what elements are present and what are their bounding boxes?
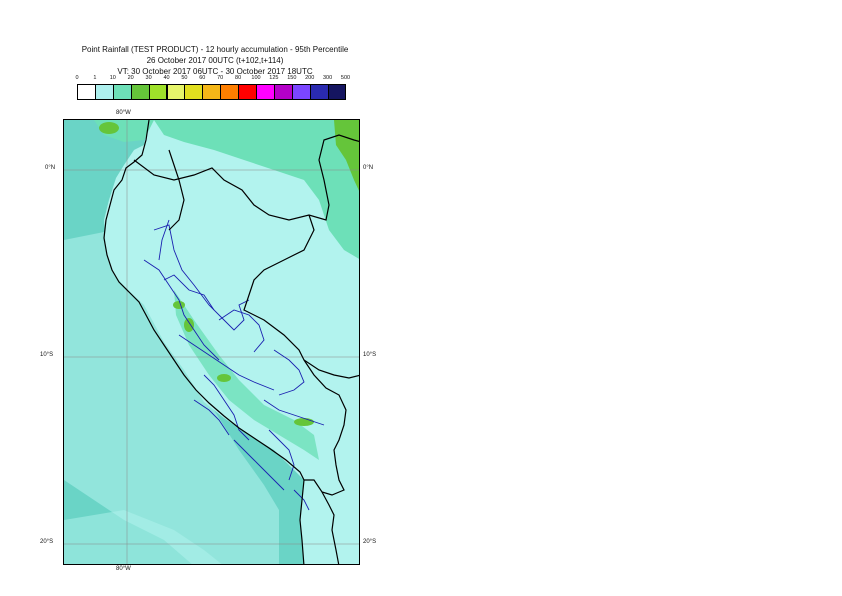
legend-swatch [94, 84, 114, 100]
legend-tick-label: 60 [199, 75, 206, 81]
heavy-rain-spot-4 [294, 418, 314, 426]
chart-subtitle-run: 26 October 2017 00UTC (t+102,t+114) [146, 56, 284, 65]
legend-swatch [238, 84, 257, 100]
legend-tick-label: 200 [305, 75, 315, 81]
lat-label-left-20: 20°S [40, 539, 54, 545]
land-area [104, 120, 359, 564]
coastline-borders [103, 120, 359, 564]
chart-subtitle-validity: VT: 30 October 2017 06UTC - 30 October 2… [117, 67, 313, 76]
legend-swatch [309, 84, 329, 100]
southern-pale-area [64, 510, 222, 564]
legend-tick-label: 300 [323, 75, 333, 81]
lat-label-right-10: 10°S [363, 352, 377, 358]
regional-boundaries [143, 219, 325, 511]
legend-tick-label: 20 [127, 75, 134, 81]
legend-tick-label: 0 [75, 75, 79, 81]
legend-swatch [77, 84, 96, 100]
wet-zone-north [154, 120, 359, 259]
legend-tick-label: 70 [217, 75, 224, 81]
legend-swatch [220, 84, 240, 100]
legend-tick-label: 100 [251, 75, 261, 81]
legend-swatch [130, 84, 150, 100]
rainfall-map [63, 119, 360, 565]
lat-label-right-20: 20°S [363, 539, 377, 545]
legend-tick-label: 40 [163, 75, 170, 81]
heavy-rain-spot-1 [173, 301, 185, 309]
legend-swatch [184, 84, 204, 100]
lon-label-top: 80°W [116, 110, 131, 116]
legend-swatch [273, 84, 293, 100]
legend-swatch [112, 84, 132, 100]
legend-tick-label: 125 [269, 75, 279, 81]
legend-swatch [166, 84, 186, 100]
legend-tick-label: 50 [181, 75, 188, 81]
heavy-rain-spot-5 [99, 122, 119, 134]
legend-swatch [202, 84, 222, 100]
heavy-rain-spot-3 [217, 374, 231, 382]
chart-title: Point Rainfall (TEST PRODUCT) - 12 hourl… [81, 45, 349, 54]
legend-swatch [291, 84, 311, 100]
lat-label-right-0: 0°N [363, 165, 374, 171]
lat-label-left-10: 10°S [40, 352, 54, 358]
legend-swatch [327, 84, 347, 100]
lat-label-left-0: 0°N [45, 165, 56, 171]
wet-zone-andes [174, 290, 319, 460]
legend-tick-label: 150 [287, 75, 297, 81]
legend-tick-label: 30 [145, 75, 152, 81]
legend-tick-label: 10 [109, 75, 116, 81]
legend-swatch [256, 84, 275, 100]
legend-tick-label: 500 [340, 75, 351, 81]
legend-tick-label: 80 [235, 75, 242, 81]
lon-label-bottom: 80°W [116, 566, 131, 572]
heavy-rain-northeast [334, 120, 359, 191]
legend-tick-label: 1 [93, 75, 97, 81]
heavy-rain-spot-2 [184, 318, 194, 332]
coastal-rain-band [64, 232, 279, 564]
legend-swatch [148, 84, 168, 100]
